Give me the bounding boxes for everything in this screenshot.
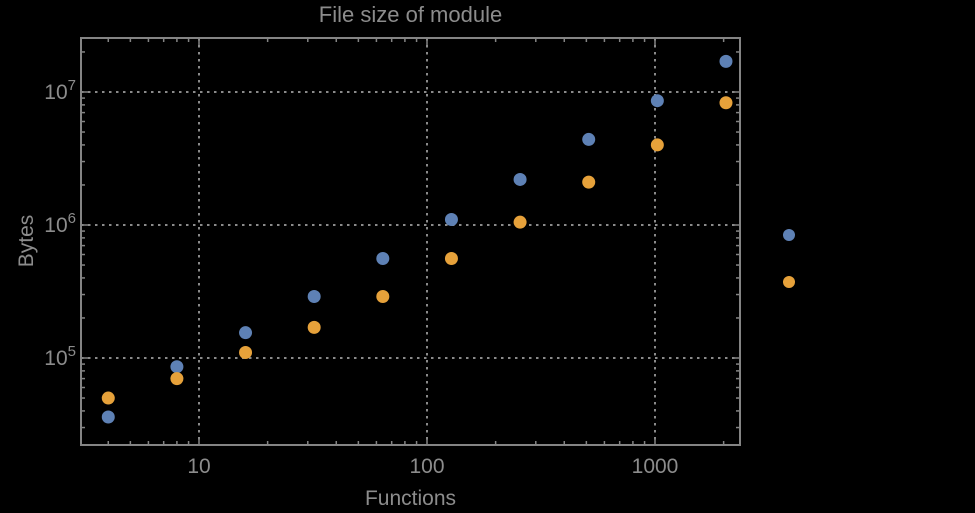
x-axis-label: Functions: [364, 487, 457, 510]
y-tick-label: 106: [44, 210, 76, 237]
data-point-blue-series-64: [376, 251, 390, 265]
plot-frame: [80, 37, 741, 446]
data-point-orange-series-16: [239, 345, 253, 359]
data-point-blue-series-512: [582, 132, 596, 146]
tick-marks: [81, 38, 740, 445]
y-tick-label: 107: [44, 77, 76, 104]
data-point-blue-series-32: [307, 290, 321, 304]
data-point-orange-series-128: [444, 251, 458, 265]
series-blue-series: [101, 54, 733, 424]
x-tick-label: 1000: [632, 455, 679, 478]
data-point-blue-series-4: [101, 410, 115, 424]
data-point-orange-series-2048: [719, 96, 733, 110]
gridlines: [81, 38, 740, 445]
data-point-orange-series-512: [582, 175, 596, 189]
data-point-blue-series-1024: [650, 94, 664, 108]
data-point-orange-series-1024: [650, 138, 664, 152]
data-point-orange-series-64: [376, 290, 390, 304]
data-point-orange-series-8: [170, 372, 184, 386]
data-point-orange-series-32: [307, 320, 321, 334]
legend-marker-blue: [783, 229, 795, 241]
data-point-blue-series-8: [170, 360, 184, 374]
tick-labels: 10 100 1000 105 106 107: [44, 77, 678, 478]
data-point-blue-series-2048: [719, 54, 733, 68]
x-tick-label: 100: [409, 455, 444, 478]
series-orange-series: [101, 96, 733, 405]
chart-title: File size of module: [318, 2, 503, 27]
data-point-blue-series-256: [513, 172, 527, 186]
x-tick-label: 10: [187, 455, 210, 478]
data-point-orange-series-4: [101, 391, 115, 405]
data-point-blue-series-16: [239, 326, 253, 340]
data-point-blue-series-128: [444, 212, 458, 226]
legend-marker-orange: [783, 276, 795, 288]
y-tick-label: 105: [44, 343, 76, 370]
data-point-orange-series-256: [513, 215, 527, 229]
legend: [783, 229, 795, 288]
